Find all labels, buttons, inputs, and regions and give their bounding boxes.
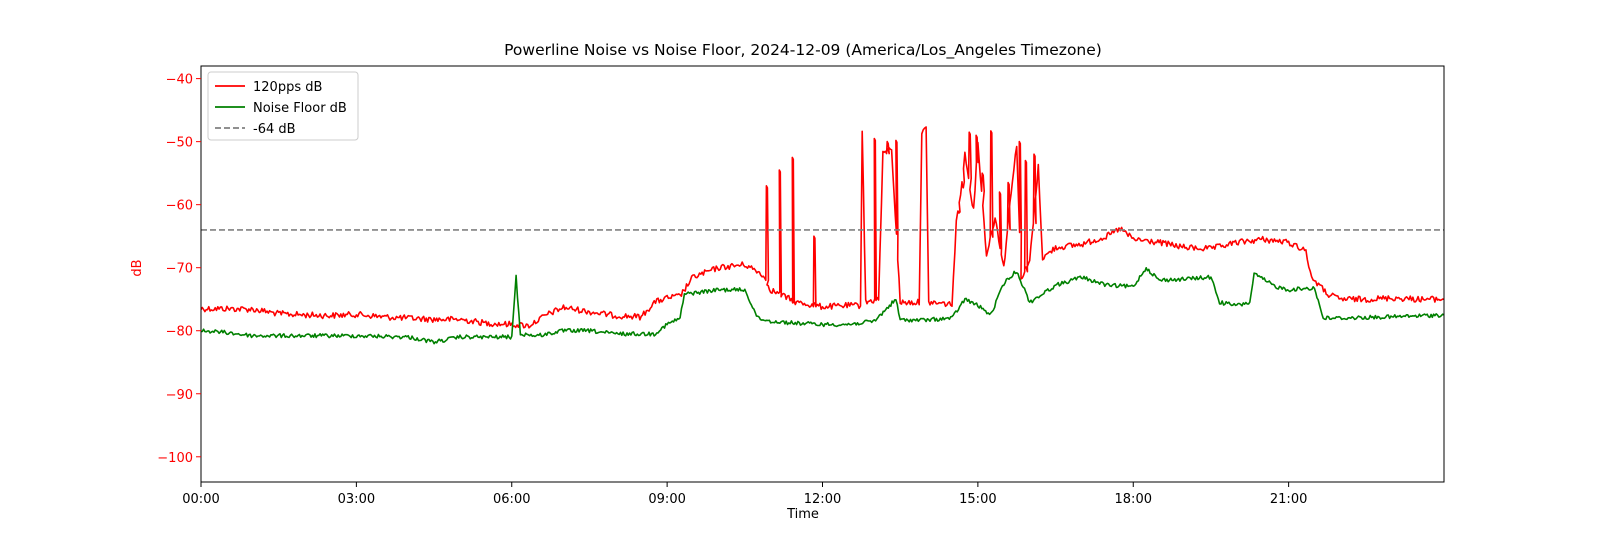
x-tick-label: 09:00 [648,492,685,507]
x-tick-label: 03:00 [338,492,375,507]
y-tick-label: −80 [166,325,193,340]
x-tick-label: 15:00 [959,492,996,507]
y-tick-label: −40 [166,73,193,88]
x-tick-label: 21:00 [1270,492,1307,507]
legend-box [207,71,359,141]
x-tick-label: 00:00 [182,492,219,507]
series-line-1 [201,267,1444,345]
y-tick-label: −90 [166,388,193,403]
x-tick-label: 18:00 [1115,492,1152,507]
legend: 120pps dB Noise Floor dB -64 dB [207,71,359,141]
x-axis: 00:00 03:00 06:00 09:00 12:00 15:00 18:00 21:00 [182,482,1307,507]
y-tick-label: −50 [166,136,193,151]
x-tick-label: 06:00 [493,492,530,507]
y-tick-label: −100 [157,451,193,466]
legend-label: 120pps dB [253,80,322,95]
y-axis-label: dB [130,259,145,276]
series-group [201,126,1444,345]
x-tick-label: 12:00 [804,492,841,507]
y-tick-label: −60 [166,199,193,214]
series-line-0 [201,126,1444,329]
y-tick-label: −70 [166,262,193,277]
x-axis-label: Time [786,507,819,522]
chart-title: Powerline Noise vs Noise Floor, 2024-12-… [504,41,1102,60]
y-axis: −40 −50 −60 −70 −80 −90 −100 [157,73,201,466]
legend-label: -64 dB [253,122,296,137]
legend-label: Noise Floor dB [253,101,347,116]
plot-area [200,65,1445,483]
